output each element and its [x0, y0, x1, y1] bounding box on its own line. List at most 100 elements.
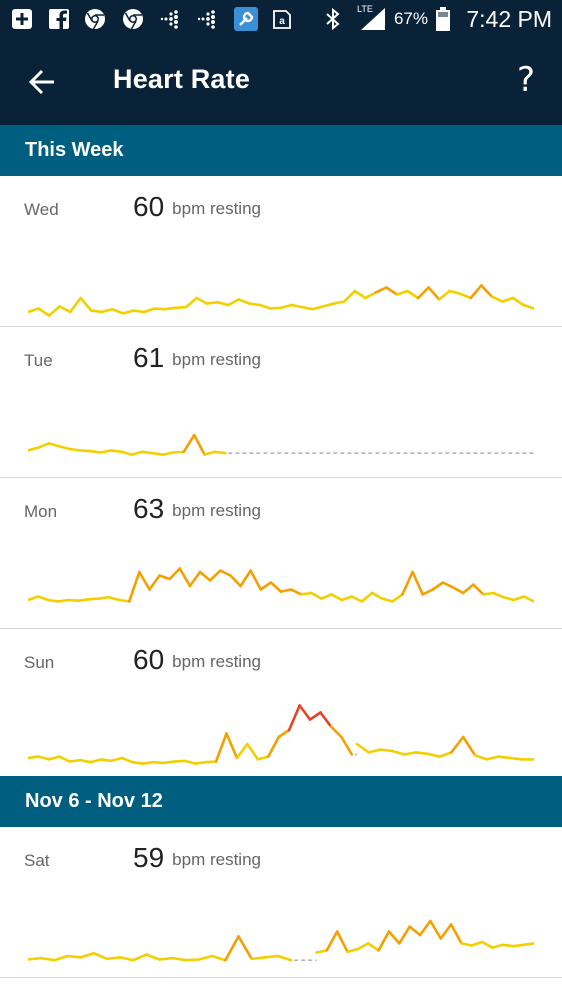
heart-rate-sparkline [28, 919, 534, 962]
heart-rate-line-segment [418, 919, 432, 937]
day-row-sun[interactable]: Sun 60 bpm resting [0, 629, 562, 780]
heart-rate-line-segment [68, 296, 83, 314]
heart-rate-line-segment [449, 923, 463, 945]
heart-rate-line-segment [330, 593, 344, 602]
heart-rate-line-segment [46, 598, 60, 603]
heart-rate-line-segment [53, 954, 69, 962]
heart-rate-line-segment [28, 595, 40, 602]
heart-rate-line-segment [109, 449, 123, 454]
heart-rate-line-segment [78, 449, 92, 453]
heart-rate-line-segment [269, 306, 283, 310]
heart-rate-line-segment [350, 595, 364, 603]
heart-rate-line-segment [182, 433, 196, 454]
heart-rate-line-segment [171, 956, 188, 962]
heart-rate-line-segment [356, 942, 370, 951]
wrench-app-icon [233, 7, 259, 31]
lte-signal-icon: LTE [355, 4, 389, 32]
resting-bpm-unit: bpm resting [172, 652, 261, 671]
day-label: Wed [24, 200, 59, 219]
day-row-wed[interactable]: Wed 60 bpm resting [0, 176, 562, 327]
heart-rate-line-segment [100, 307, 114, 314]
heart-rate-line-segment [37, 307, 51, 317]
heart-rate-line-segment [89, 758, 103, 764]
heart-rate-line-segment [158, 956, 175, 961]
heart-rate-line-segment [370, 591, 384, 600]
day-row-mon[interactable]: Mon 63 bpm resting [0, 478, 562, 629]
heart-rate-line-segment [492, 591, 505, 599]
day-row-tue[interactable]: Tue 61 bpm resting [0, 327, 562, 478]
heart-rate-line-segment [522, 303, 534, 310]
heart-rate-line-segment [92, 951, 109, 961]
heart-rate-line-segment [340, 735, 354, 756]
heart-rate-line-segment [142, 307, 156, 314]
fitbit-icon [159, 8, 183, 30]
heart-rate-line-segment [36, 595, 50, 602]
heart-rate-line-segment [79, 951, 96, 959]
page-title: Heart Rate [113, 64, 251, 94]
heart-rate-line-segment [497, 755, 512, 760]
status-bar: a LTE 67% 7:42 PM [0, 0, 562, 38]
heart-rate-line-segment [158, 574, 171, 581]
resting-bpm: 63 bpm resting [133, 493, 261, 525]
heart-rate-line-segment [197, 954, 214, 961]
heart-rate-line-segment [237, 298, 251, 305]
heart-rate-line-segment [448, 289, 462, 296]
heart-rate-line-segment [229, 574, 242, 588]
heart-rate-line-segment [346, 947, 360, 954]
heart-rate-line-segment [469, 284, 483, 300]
heart-rate-line-segment [39, 956, 56, 962]
section-header-nov-6-nov-12: Nov 6 - Nov 12 [0, 776, 562, 827]
heart-rate-line-segment [130, 450, 144, 456]
heart-rate-line-segment [47, 305, 61, 317]
svg-text:a: a [279, 16, 285, 27]
resting-bpm-value: 60 [133, 191, 165, 222]
heart-rate-line-segment [287, 704, 301, 732]
heart-rate-line-segment [172, 450, 186, 454]
heart-rate-line-segment [299, 591, 313, 596]
heart-rate-line-segment [502, 595, 516, 602]
heart-rate-line-segment [458, 292, 473, 300]
resting-bpm-unit: bpm resting [172, 199, 261, 218]
heart-rate-line-segment [249, 569, 263, 591]
heart-rate-line-segment [321, 302, 336, 308]
day-row-sat[interactable]: Sat 59 bpm resting [0, 827, 562, 978]
help-button[interactable]: ? [516, 60, 536, 100]
heart-rate-line-segment [162, 760, 176, 765]
heart-rate-line-segment [111, 307, 125, 315]
heart-rate-line-segment [263, 954, 280, 959]
heart-rate-line-segment [28, 956, 43, 961]
day-label: Tue [24, 351, 53, 370]
heart-rate-line-segment [138, 570, 151, 591]
heart-rate-line-segment [470, 940, 484, 947]
heart-rate-line-segment [429, 919, 443, 940]
heart-rate-line-segment [340, 595, 354, 602]
heart-rate-line-segment [248, 302, 262, 307]
heart-rate-line-segment [237, 935, 253, 961]
heart-rate-line-segment [47, 442, 61, 448]
heart-rate-line-segment [258, 303, 272, 310]
section-title: This Week [25, 139, 124, 161]
heart-rate-line-segment [315, 949, 329, 954]
heart-rate-line-segment [57, 444, 71, 451]
heart-rate-line-segment [364, 291, 378, 300]
back-button[interactable] [22, 62, 66, 102]
heart-rate-line-segment [99, 758, 113, 763]
heart-rate-line-segment [279, 588, 293, 593]
chrome-icon [83, 8, 107, 30]
heart-rate-line-segment [522, 942, 534, 947]
heart-rate-line-segment [203, 450, 217, 456]
heart-rate-line-segment [427, 286, 441, 301]
heart-rate-line-segment [188, 570, 202, 588]
heart-rate-line-segment [311, 305, 325, 311]
section-title: Nov 6 - Nov 12 [25, 790, 163, 812]
heart-rate-line-segment [450, 735, 465, 754]
heart-rate-line-segment [461, 735, 477, 757]
heart-rate-line-segment [192, 433, 206, 456]
heart-rate-line-segment [198, 570, 212, 582]
heart-rate-line-segment [256, 755, 270, 761]
heart-rate-line-segment [218, 569, 232, 577]
heart-rate-line-segment [325, 930, 339, 952]
heart-rate-line-segment [77, 597, 91, 603]
chrome-icon [121, 8, 145, 30]
heart-rate-sparkline [28, 567, 534, 603]
